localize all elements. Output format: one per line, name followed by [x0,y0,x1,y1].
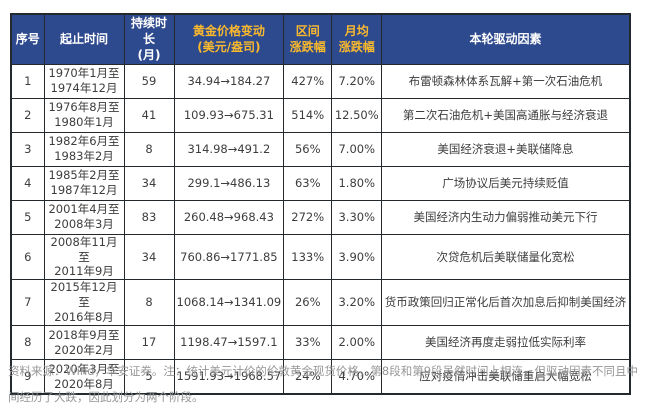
cell-driver: 应对疫情冲击美联储重启大幅宽松 [381,359,631,395]
cell-seq: 4 [10,165,45,201]
cell-price-change: 34.94→184.27 [173,63,285,99]
cell-seq: 9 [10,359,45,395]
cell-monthly-pct: 4.70% [331,359,383,395]
cell-months: 5 [123,359,175,395]
table-header-row: 序号 起止时间 持续时长 (月) 黄金价格变动 (美元/盎司) 区间 涨跌幅 月… [10,13,631,65]
col-header-months: 持续时长 (月) [123,13,175,65]
cell-months: 83 [123,199,175,235]
cell-seq: 6 [10,233,45,281]
cell-range-pct: 63% [283,165,333,201]
cell-monthly-pct: 2.00% [331,325,383,361]
col-header-price-change: 黄金价格变动 (美元/盎司) [173,13,285,65]
cell-driver: 美国经济内生动力偏弱推动美元下行 [381,199,631,235]
cell-monthly-pct: 1.80% [331,165,383,201]
table-row: 6 2008年11月至 2011年9月 34 760.86→1771.85 13… [10,233,631,281]
col-header-period: 起止时间 [43,13,125,65]
cell-seq: 2 [10,97,45,133]
cell-monthly-pct: 3.20% [331,279,383,327]
cell-driver: 次贷危机后美联储量化宽松 [381,233,631,281]
cell-months: 8 [123,279,175,327]
cell-seq: 3 [10,131,45,167]
table-row: 4 1985年2月至 1987年12月 34 299.1→486.13 63% … [10,165,631,201]
cell-seq: 8 [10,325,45,361]
cell-range-pct: 272% [283,199,333,235]
cell-period: 2015年12月至 2016年8月 [43,279,125,327]
cell-monthly-pct: 7.00% [331,131,383,167]
cell-months: 34 [123,233,175,281]
cell-period: 1976年8月至 1980年1月 [43,97,125,133]
col-header-range-pct: 区间 涨跌幅 [283,13,333,65]
cell-months: 17 [123,325,175,361]
cell-range-pct: 24% [283,359,333,395]
cell-price-change: 1198.47→1597.1 [173,325,285,361]
table-row: 1 1970年1月至 1974年12月 59 34.94→184.27 427%… [10,63,631,99]
cell-period: 1982年6月至 1983年2月 [43,131,125,167]
cell-driver: 广场协议后美元持续贬值 [381,165,631,201]
cell-period: 1985年2月至 1987年12月 [43,165,125,201]
cell-price-change: 260.48→968.43 [173,199,285,235]
cell-range-pct: 56% [283,131,333,167]
source-footnote: 资料来源：Wind，华安证券。注：统计美元计价的伦敦黄金现货价格，第8段和第9段… [8,364,639,404]
table-row: 2 1976年8月至 1980年1月 41 109.93→675.31 514%… [10,97,631,133]
cell-range-pct: 133% [283,233,333,281]
table-row: 7 2015年12月至 2016年8月 8 1068.14→1341.09 26… [10,279,631,327]
cell-seq: 7 [10,279,45,327]
cell-price-change: 314.98→491.2 [173,131,285,167]
cell-seq: 1 [10,63,45,99]
cell-price-change: 299.1→486.13 [173,165,285,201]
cell-price-change: 109.93→675.31 [173,97,285,133]
cell-period: 2008年11月至 2011年9月 [43,233,125,281]
cell-monthly-pct: 12.50% [331,97,383,133]
cell-price-change: 760.86→1771.85 [173,233,285,281]
cell-range-pct: 514% [283,97,333,133]
cell-months: 59 [123,63,175,99]
cell-range-pct: 427% [283,63,333,99]
cell-months: 41 [123,97,175,133]
table-row: 9 2020年3月至 2020年8月 5 1591.93→1968.57 24%… [10,359,631,395]
table-row: 8 2018年9月至 2020年2月 17 1198.47→1597.1 33%… [10,325,631,361]
cell-driver: 美国经济再度走弱拉低实际利率 [381,325,631,361]
cell-range-pct: 33% [283,325,333,361]
cell-driver: 货币政策回归正常化后首次加息后抑制美国经济 [381,279,631,327]
cell-range-pct: 26% [283,279,333,327]
cell-monthly-pct: 7.20% [331,63,383,99]
cell-months: 34 [123,165,175,201]
cell-price-change: 1068.14→1341.09 [173,279,285,327]
table-row: 5 2001年4月至 2008年3月 83 260.48→968.43 272%… [10,199,631,235]
cell-seq: 5 [10,199,45,235]
col-header-seq: 序号 [10,13,45,65]
cell-monthly-pct: 3.30% [331,199,383,235]
cell-monthly-pct: 3.90% [331,233,383,281]
cell-driver: 美国经济衰退+美联储降息 [381,131,631,167]
cell-months: 8 [123,131,175,167]
cell-driver: 布雷顿森林体系瓦解+第一次石油危机 [381,63,631,99]
cell-period: 1970年1月至 1974年12月 [43,63,125,99]
cell-price-change: 1591.93→1968.57 [173,359,285,395]
col-header-driver: 本轮驱动因素 [381,13,631,65]
cell-driver: 第二次石油危机+美国高通胀与经济衰退 [381,97,631,133]
col-header-monthly-pct: 月均 涨跌幅 [331,13,383,65]
table-row: 3 1982年6月至 1983年2月 8 314.98→491.2 56% 7.… [10,131,631,167]
cell-period: 2001年4月至 2008年3月 [43,199,125,235]
cell-period: 2018年9月至 2020年2月 [43,325,125,361]
gold-bull-markets-table: 序号 起止时间 持续时长 (月) 黄金价格变动 (美元/盎司) 区间 涨跌幅 月… [10,13,631,396]
